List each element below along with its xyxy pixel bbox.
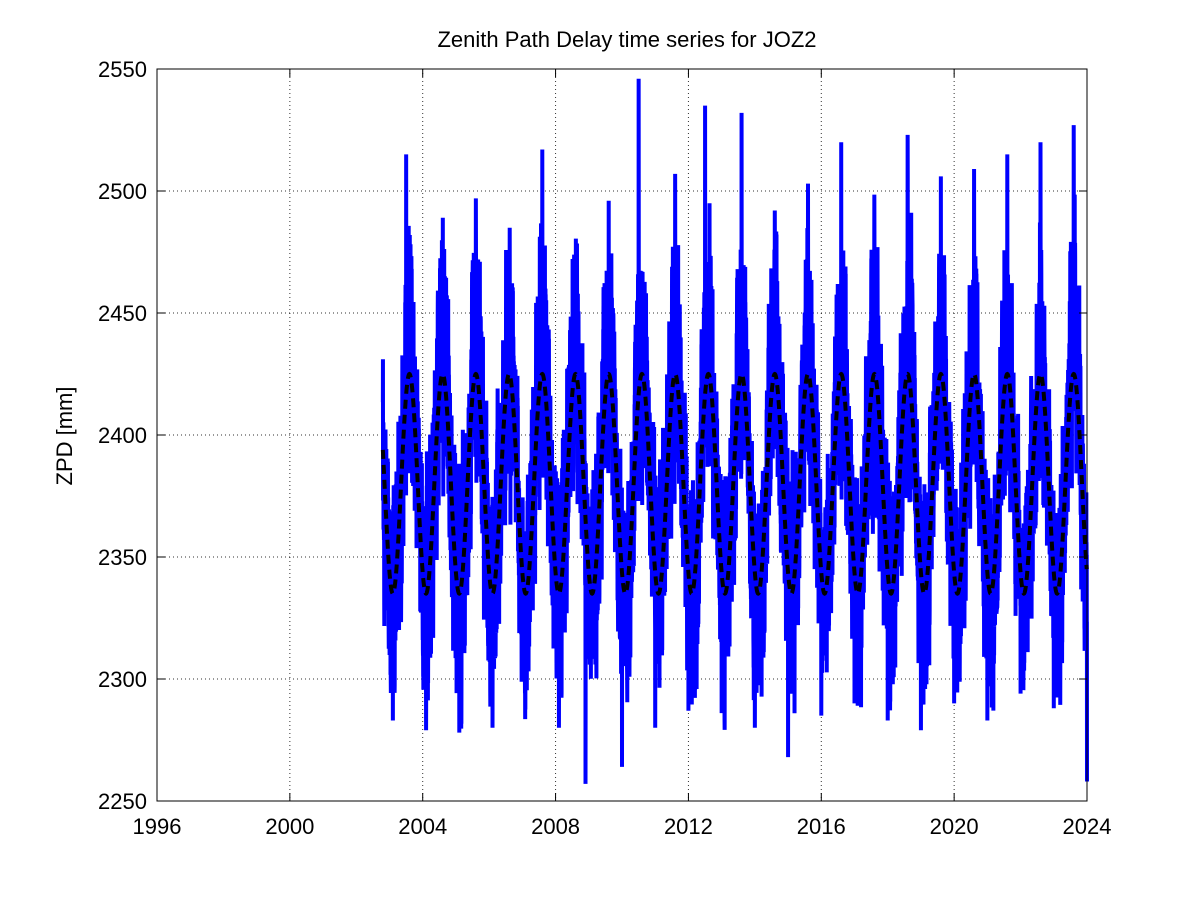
y-tick-label: 2350 <box>98 545 147 570</box>
y-tick-label: 2500 <box>98 179 147 204</box>
zpd-series-line <box>380 78 1089 784</box>
series-layer <box>380 78 1089 784</box>
y-tick-label: 2450 <box>98 301 147 326</box>
plot-frame <box>156 68 1088 802</box>
x-tick-label: 1996 <box>133 814 182 839</box>
y-tick-label: 2550 <box>98 57 147 82</box>
seasonal-model-line <box>380 371 1089 596</box>
x-tick-label: 2024 <box>1063 814 1112 839</box>
chart-title: Zenith Path Delay time series for JOZ2 <box>437 27 816 52</box>
x-tick-label: 2020 <box>930 814 979 839</box>
plot-axes <box>156 68 1088 802</box>
x-tick-label: 2012 <box>664 814 713 839</box>
x-tick-label: 2004 <box>398 814 447 839</box>
y-tick-label: 2400 <box>98 423 147 448</box>
tick-labels: 1996 2000 2004 2008 2012 2016 2020 2024 2250 2300… <box>98 57 1111 839</box>
x-tick-label: 2008 <box>531 814 580 839</box>
x-tick-label: 2000 <box>265 814 314 839</box>
x-tick-label: 2016 <box>797 814 846 839</box>
y-tick-label: 2250 <box>98 789 147 814</box>
y-axis-label: ZPD [mm] <box>52 387 77 486</box>
y-tick-label: 2300 <box>98 667 147 692</box>
